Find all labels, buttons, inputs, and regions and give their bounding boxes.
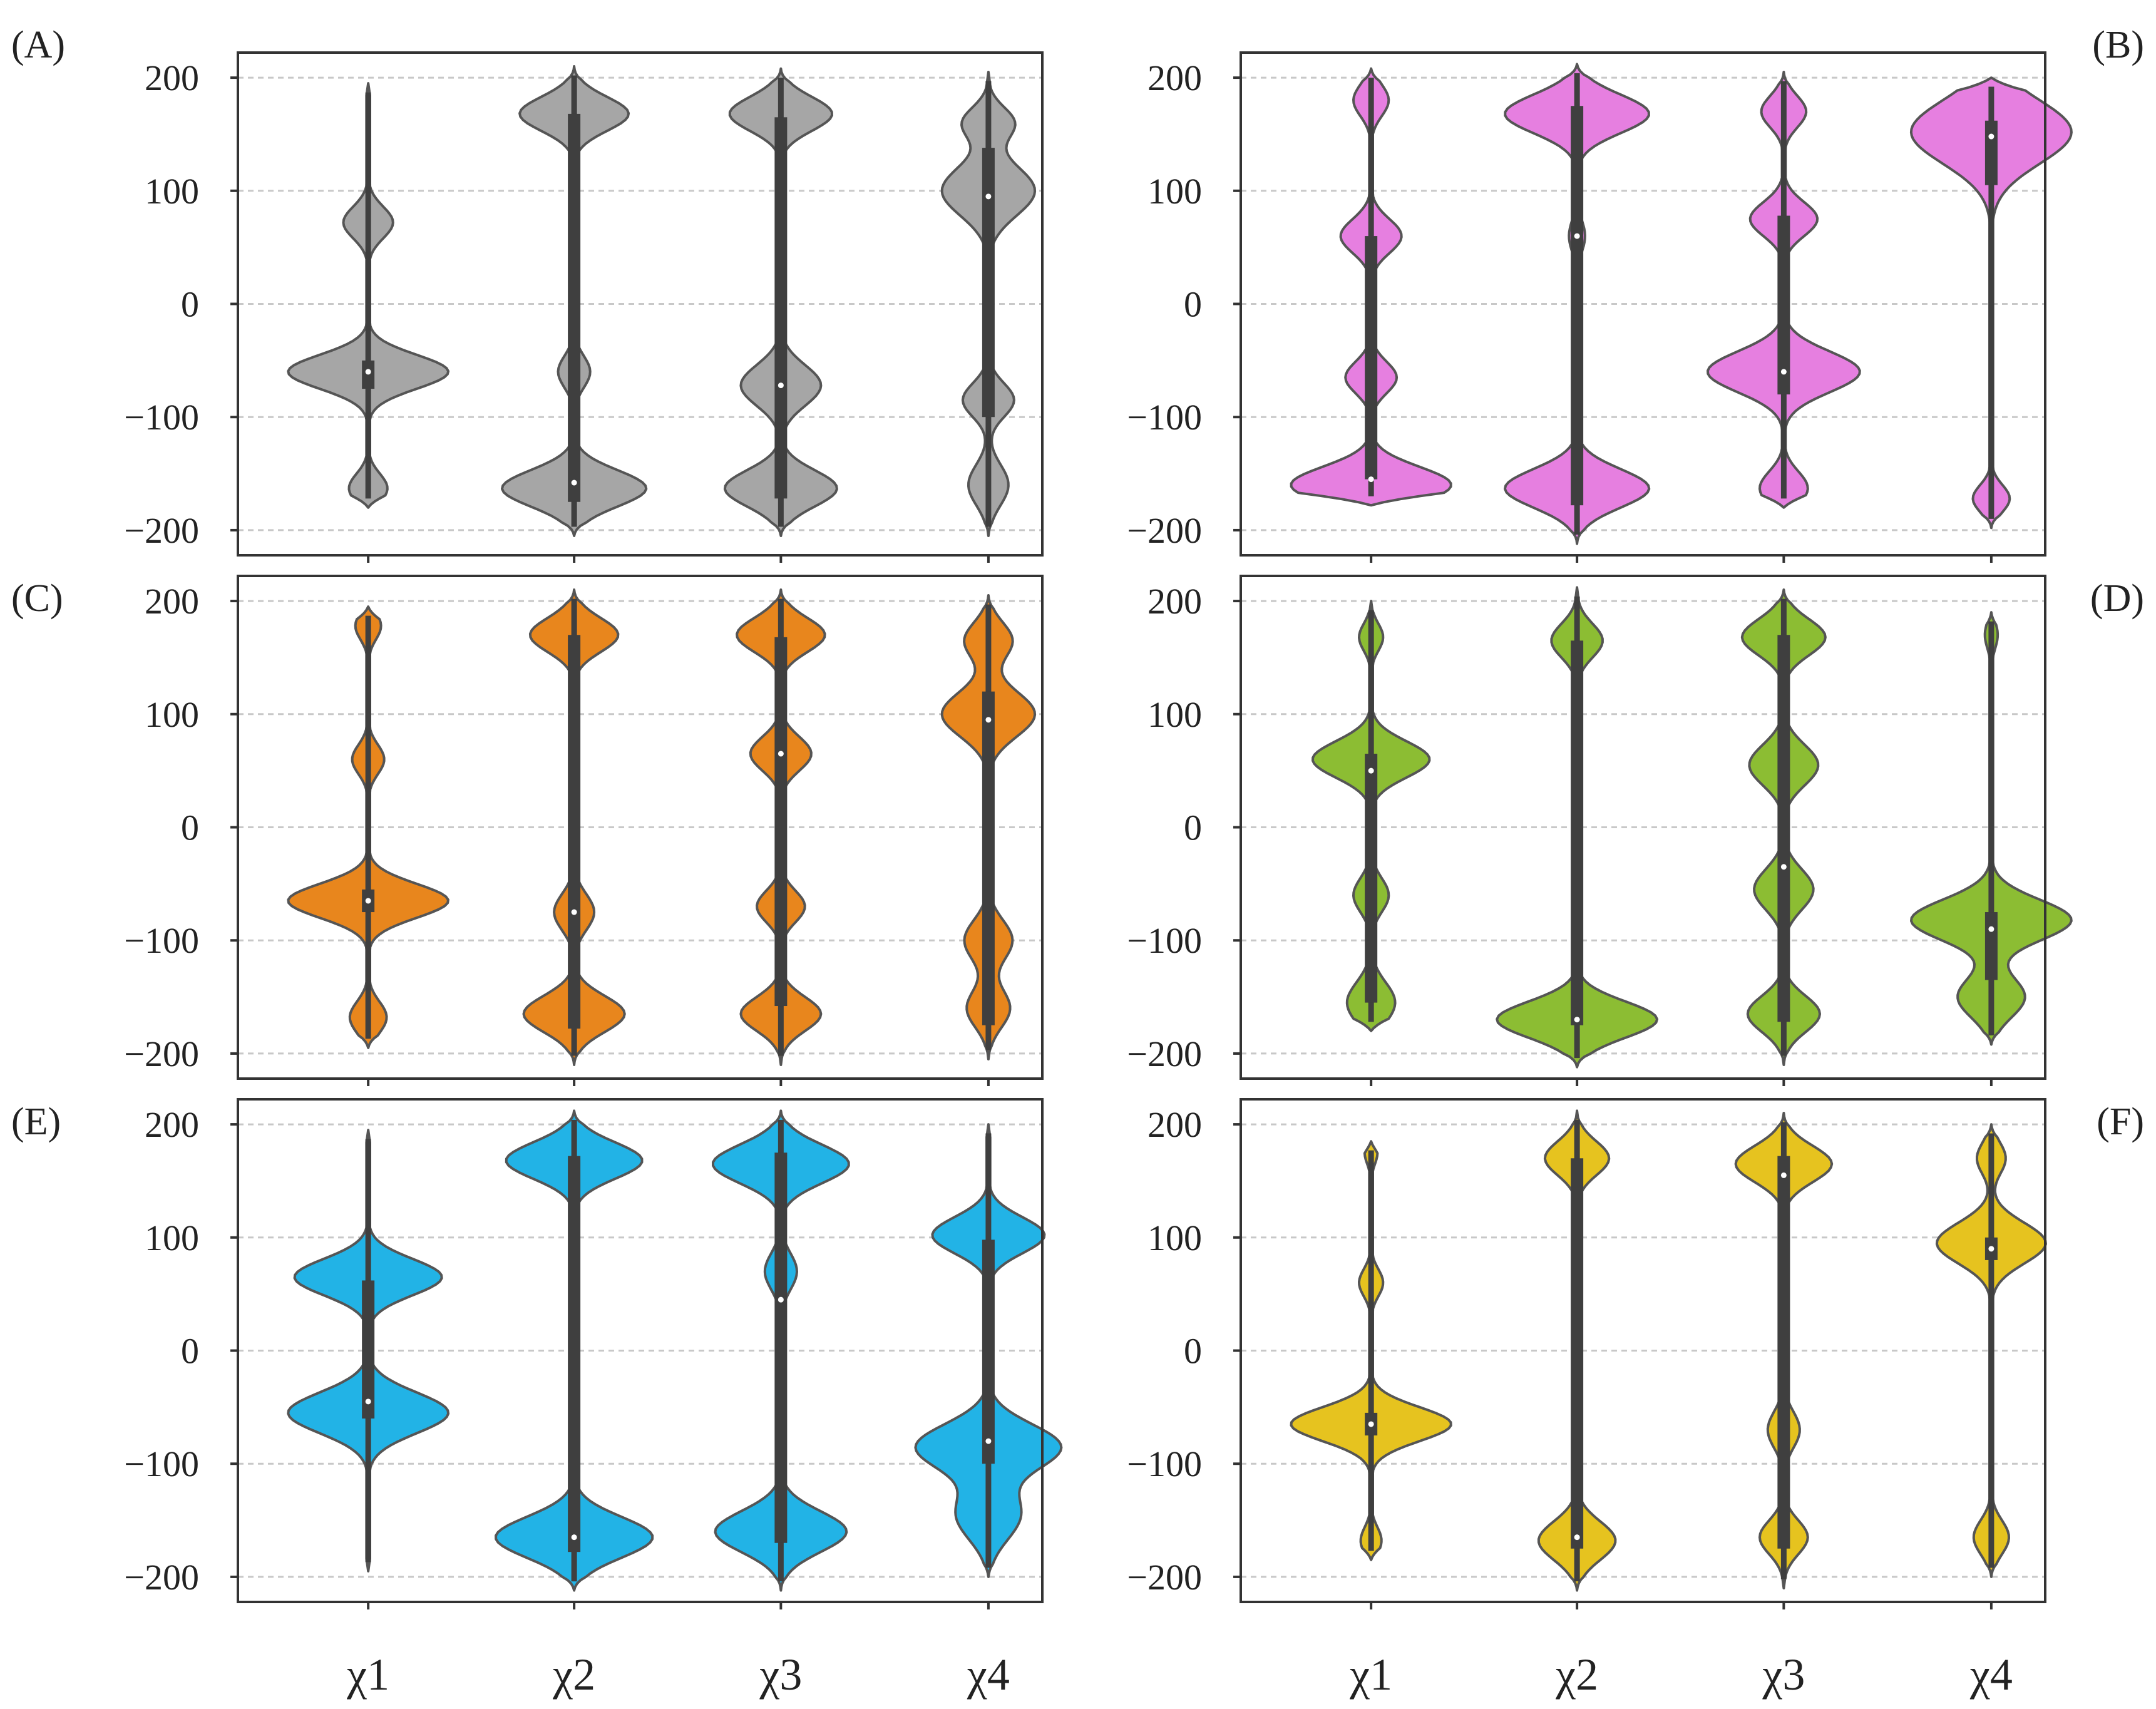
median-dot — [1780, 1172, 1787, 1178]
category-label-3: χ3 — [1762, 1650, 1805, 1700]
panel-4: 200 100 0 −100 −200 (D) — [1127, 575, 2144, 1086]
median-dot — [1988, 133, 1994, 140]
iqr-box — [362, 360, 375, 389]
median-dot — [985, 1438, 992, 1444]
median-dot — [1368, 767, 1374, 774]
median-dot — [985, 193, 992, 200]
y-tick-label: 200 — [145, 1104, 199, 1145]
median-dot — [571, 909, 577, 915]
category-label-2: χ2 — [552, 1650, 595, 1700]
category-label-1: χ1 — [1349, 1650, 1392, 1700]
median-dot — [1988, 926, 1994, 932]
median-dot — [1368, 1421, 1374, 1427]
y-tick-label: 200 — [1147, 58, 1202, 98]
category-label-1: χ1 — [346, 1650, 389, 1700]
panel-2: 200 100 0 −100 −200 (B) — [1127, 24, 2144, 563]
iqr-box — [1571, 106, 1584, 506]
iqr-box — [568, 1156, 581, 1552]
iqr-box — [982, 691, 995, 1025]
panel-label: (A) — [11, 24, 65, 66]
y-tick-label: 0 — [181, 284, 199, 325]
y-tick-label: −200 — [124, 1557, 199, 1598]
iqr-box — [1984, 120, 1998, 185]
iqr-box — [1984, 912, 1998, 980]
panel-5: 200 100 0 −100 −200 χ1 χ2 χ3 χ4 (E) — [11, 1098, 1063, 1700]
y-tick-label: 100 — [1147, 694, 1202, 735]
median-dot — [571, 480, 577, 486]
y-tick-label: 200 — [145, 581, 199, 622]
panel-6: 200 100 0 −100 −200 χ1 χ2 χ3 χ4 (F) — [1127, 1098, 2144, 1700]
median-dot — [778, 1296, 784, 1303]
median-dot — [778, 382, 784, 389]
median-dot — [1988, 1246, 1994, 1252]
iqr-box — [982, 1239, 995, 1464]
median-dot — [1574, 233, 1580, 239]
y-tick-label: 200 — [145, 58, 199, 98]
iqr-box — [774, 637, 788, 1007]
y-tick-label: 0 — [181, 1331, 199, 1372]
y-tick-label: −100 — [124, 920, 199, 961]
y-tick-label: −100 — [124, 397, 199, 438]
iqr-box — [1777, 635, 1790, 1022]
median-dot — [365, 898, 371, 904]
y-tick-label: 0 — [181, 808, 199, 848]
panel-3: 200 100 0 −100 −200 (C) — [11, 575, 1044, 1086]
category-label-2: χ2 — [1555, 1650, 1598, 1700]
iqr-box — [774, 117, 788, 499]
y-tick-label: −100 — [1127, 397, 1202, 438]
median-dot — [571, 1534, 577, 1541]
y-tick-label: −100 — [1127, 920, 1202, 961]
iqr-box — [1777, 215, 1790, 395]
y-tick-label: 200 — [1147, 1104, 1202, 1145]
panel-label: (C) — [11, 577, 63, 620]
y-tick-label: 100 — [1147, 1218, 1202, 1258]
median-dot — [1780, 369, 1787, 375]
iqr-box — [1571, 1158, 1584, 1549]
y-tick-label: −200 — [1127, 510, 1202, 551]
iqr-box — [982, 148, 995, 418]
iqr-box — [568, 113, 581, 502]
panel-1: 200 100 0 −100 −200 (A) — [11, 24, 1044, 563]
median-dot — [1574, 1017, 1580, 1023]
median-dot — [1368, 476, 1374, 483]
iqr-box — [568, 635, 581, 1029]
panel-label: (D) — [2090, 577, 2144, 620]
y-tick-label: −200 — [124, 1034, 199, 1074]
category-label-4: χ4 — [1969, 1650, 2013, 1700]
y-tick-label: −200 — [1127, 1557, 1202, 1598]
y-tick-label: 100 — [145, 694, 199, 735]
median-dot — [1574, 1534, 1580, 1541]
panel-label: (F) — [2097, 1101, 2144, 1143]
median-dot — [365, 369, 371, 375]
y-tick-label: −200 — [1127, 1034, 1202, 1074]
y-tick-label: 100 — [145, 171, 199, 212]
iqr-box — [362, 1280, 375, 1419]
y-tick-label: 0 — [1184, 284, 1202, 325]
y-tick-label: 0 — [1184, 1331, 1202, 1372]
y-tick-label: 0 — [1184, 808, 1202, 848]
category-label-4: χ4 — [967, 1650, 1010, 1700]
median-dot — [365, 1399, 371, 1405]
y-tick-label: −200 — [124, 510, 199, 551]
panel-label: (E) — [11, 1101, 61, 1143]
iqr-box — [1365, 754, 1378, 1003]
iqr-box — [1571, 640, 1584, 1025]
iqr-box — [774, 1152, 788, 1543]
y-tick-label: 100 — [1147, 171, 1202, 212]
iqr-box — [1777, 1156, 1790, 1549]
median-dot — [985, 717, 992, 723]
y-tick-label: 100 — [145, 1218, 199, 1258]
y-tick-label: −100 — [124, 1444, 199, 1484]
y-tick-label: −100 — [1127, 1444, 1202, 1484]
iqr-box — [1365, 236, 1378, 480]
panel-label: (B) — [2092, 24, 2144, 66]
category-label-3: χ3 — [759, 1650, 802, 1700]
median-dot — [1780, 864, 1787, 870]
y-tick-label: 200 — [1147, 581, 1202, 622]
median-dot — [778, 751, 784, 757]
